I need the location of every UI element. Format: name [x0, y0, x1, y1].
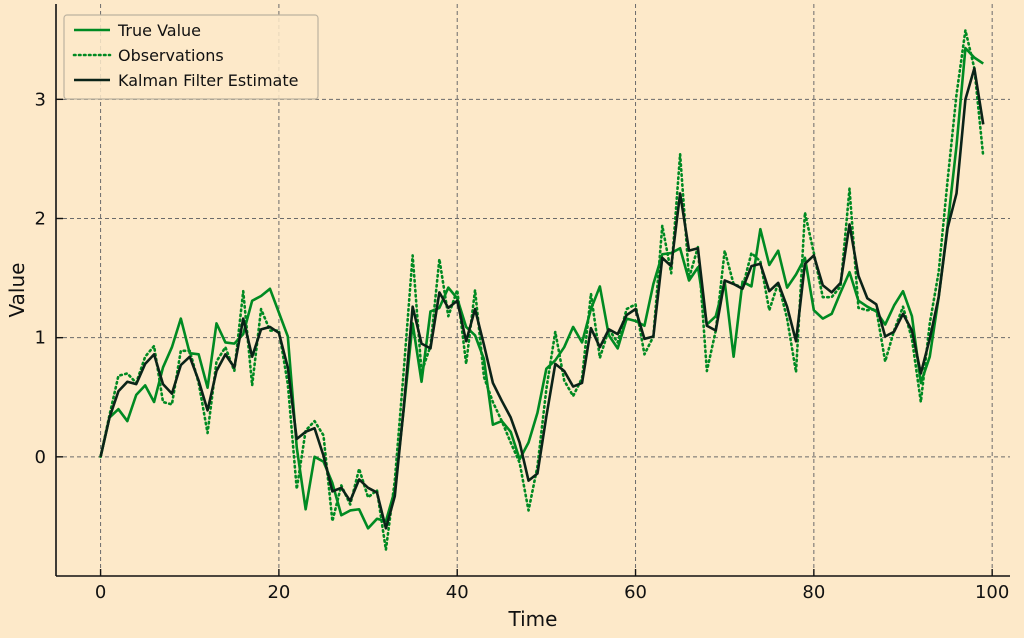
plot-lines — [99, 28, 985, 552]
x-tick-label: 60 — [624, 582, 647, 603]
ticks: 0 20 40 60 80 100 0 1 2 3 — [35, 89, 1010, 603]
x-tick-label: 40 — [446, 582, 469, 603]
x-tick-label: 80 — [802, 582, 825, 603]
series-line-observations — [99, 28, 985, 552]
y-axis-title: Value — [5, 263, 29, 318]
legend-label: Observations — [118, 46, 224, 65]
legend: True Value Observations Kalman Filter Esti… — [63, 14, 319, 100]
x-axis-title: Time — [508, 607, 558, 631]
y-tick-label: 3 — [35, 89, 46, 110]
y-tick-label: 1 — [35, 328, 46, 349]
y-tick-label: 2 — [35, 209, 46, 230]
x-tick-label: 0 — [95, 582, 106, 603]
legend-label: Kalman Filter Estimate — [118, 71, 298, 90]
legend-label: True Value — [117, 21, 201, 40]
x-tick-label: 100 — [975, 582, 1009, 603]
x-tick-label: 20 — [267, 582, 290, 603]
grid — [56, 4, 1010, 576]
y-tick-label: 0 — [35, 447, 46, 468]
series-line-true-value — [99, 46, 984, 530]
legend-box — [63, 14, 319, 100]
series-line-kalman-filter-estimate — [99, 67, 985, 530]
